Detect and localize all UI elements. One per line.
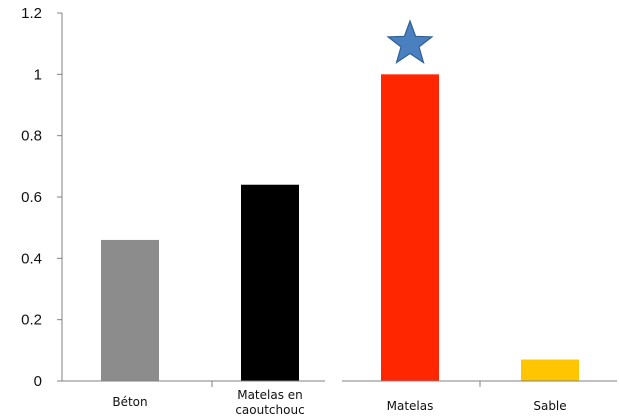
y-tick-label: 0.8 — [21, 128, 42, 145]
y-tick-label: 0.6 — [21, 189, 42, 206]
x-category-label: Matelas en caoutchouc — [235, 388, 304, 417]
bar — [381, 74, 439, 381]
star-icon — [386, 19, 434, 65]
y-tick-label: 1 — [34, 66, 42, 83]
y-tick-label: 0.4 — [21, 250, 42, 267]
x-category-label: Matelas — [387, 399, 434, 413]
bars — [101, 74, 579, 381]
y-tick-label: 0.2 — [21, 312, 42, 329]
y-tick-label: 1.2 — [21, 5, 42, 22]
bar — [521, 359, 579, 381]
x-category-label: Béton — [112, 395, 147, 409]
y-axis: 0 0.2 0.4 0.6 0.8 1 1.2 — [21, 5, 63, 390]
x-axis: Béton Matelas en caoutchouc Matelas Sable — [62, 380, 617, 417]
annotations — [386, 19, 434, 65]
bar — [241, 184, 299, 381]
x-category-label: Sable — [533, 399, 566, 413]
bar — [101, 239, 159, 381]
y-tick-label: 0 — [34, 373, 42, 390]
